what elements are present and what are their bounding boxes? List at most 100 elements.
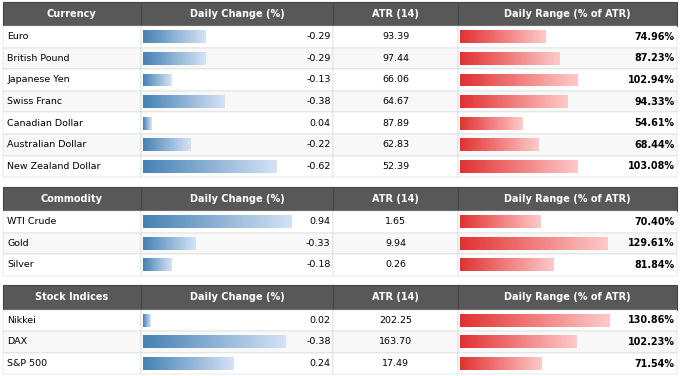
Bar: [154, 74, 156, 86]
Bar: [3, 186, 141, 211]
Bar: [167, 138, 168, 151]
Bar: [156, 138, 157, 151]
Bar: [145, 314, 146, 327]
Bar: [149, 52, 151, 65]
Bar: [150, 160, 152, 173]
Bar: [150, 335, 153, 349]
Bar: [477, 258, 479, 271]
Bar: [165, 357, 168, 370]
Bar: [541, 258, 543, 271]
Bar: [188, 30, 189, 43]
Bar: [517, 30, 519, 43]
Bar: [144, 74, 145, 86]
Bar: [477, 357, 479, 370]
Bar: [148, 357, 150, 370]
Bar: [581, 237, 583, 250]
Bar: [458, 353, 677, 374]
Bar: [598, 237, 601, 250]
Bar: [496, 258, 498, 271]
Bar: [153, 138, 155, 151]
Bar: [552, 314, 555, 327]
Bar: [180, 52, 182, 65]
Bar: [595, 237, 598, 250]
Bar: [217, 335, 220, 349]
Bar: [176, 357, 178, 370]
Bar: [523, 95, 525, 108]
Bar: [259, 335, 262, 349]
Bar: [561, 335, 564, 349]
Bar: [517, 237, 520, 250]
Bar: [166, 237, 167, 250]
Text: 102.23%: 102.23%: [628, 337, 675, 347]
Bar: [564, 160, 566, 173]
Bar: [147, 314, 148, 327]
Bar: [465, 52, 467, 65]
Bar: [458, 69, 677, 91]
Bar: [168, 258, 169, 271]
Bar: [471, 117, 472, 130]
Bar: [470, 335, 473, 349]
Bar: [536, 258, 539, 271]
Bar: [176, 160, 179, 173]
Bar: [526, 215, 528, 228]
Bar: [508, 215, 510, 228]
Bar: [516, 138, 518, 151]
Bar: [188, 52, 189, 65]
Bar: [145, 314, 146, 327]
Bar: [508, 138, 510, 151]
Bar: [560, 314, 562, 327]
Bar: [524, 160, 527, 173]
Bar: [150, 117, 151, 130]
Bar: [143, 258, 145, 271]
Bar: [467, 237, 471, 250]
Bar: [505, 237, 507, 250]
Bar: [245, 335, 248, 349]
Bar: [509, 117, 511, 130]
Bar: [478, 95, 481, 108]
Bar: [513, 160, 515, 173]
Bar: [150, 314, 151, 327]
Bar: [141, 309, 333, 331]
Bar: [147, 52, 149, 65]
Bar: [571, 160, 574, 173]
Bar: [492, 117, 494, 130]
Bar: [188, 138, 190, 151]
Bar: [265, 215, 267, 228]
Text: ATR (14): ATR (14): [372, 293, 419, 302]
Bar: [520, 314, 523, 327]
Bar: [464, 357, 466, 370]
Bar: [458, 285, 677, 309]
Bar: [235, 215, 238, 228]
Bar: [483, 215, 485, 228]
Text: 64.67: 64.67: [382, 97, 409, 106]
Bar: [333, 211, 458, 232]
Bar: [211, 95, 213, 108]
Bar: [469, 30, 471, 43]
Bar: [513, 138, 515, 151]
Bar: [469, 215, 471, 228]
Bar: [468, 160, 471, 173]
Bar: [163, 160, 166, 173]
Bar: [148, 117, 149, 130]
Text: 54.61%: 54.61%: [634, 118, 675, 128]
Bar: [178, 138, 180, 151]
Bar: [486, 357, 488, 370]
Bar: [171, 237, 173, 250]
Bar: [460, 160, 462, 173]
Bar: [146, 258, 147, 271]
Bar: [219, 335, 222, 349]
Bar: [458, 134, 677, 156]
Bar: [147, 95, 149, 108]
Bar: [177, 215, 181, 228]
Bar: [200, 335, 203, 349]
Bar: [487, 95, 490, 108]
Text: 97.44: 97.44: [382, 54, 409, 63]
Bar: [160, 30, 163, 43]
Bar: [498, 138, 500, 151]
Bar: [254, 215, 258, 228]
Bar: [460, 30, 462, 43]
Bar: [158, 138, 159, 151]
Bar: [144, 117, 145, 130]
Bar: [175, 237, 177, 250]
Bar: [279, 215, 282, 228]
